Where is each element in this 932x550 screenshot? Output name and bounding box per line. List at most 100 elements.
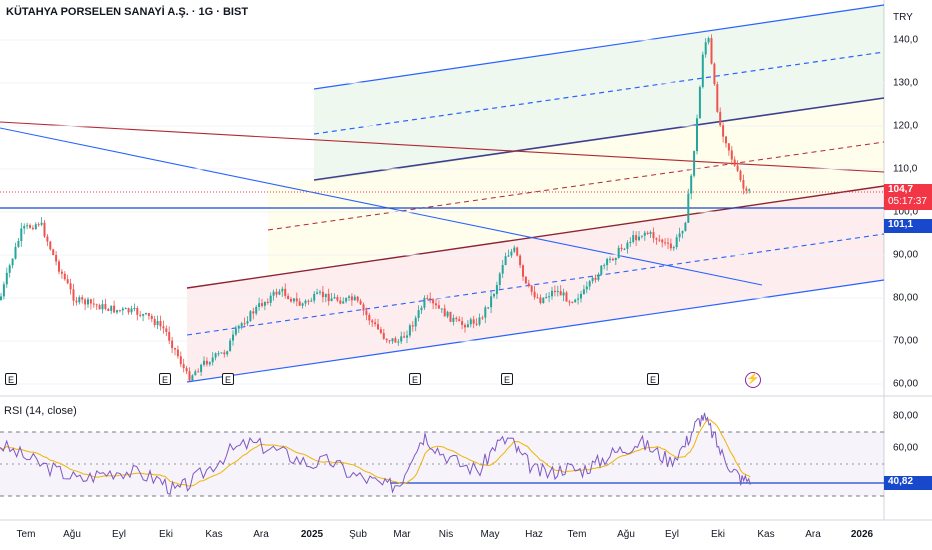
candle-body	[620, 247, 623, 250]
candle-body	[585, 286, 588, 290]
earnings-marker[interactable]: E	[5, 373, 17, 385]
candle-body	[107, 308, 110, 311]
channel-lower-dashed-line	[186, 233, 885, 336]
time-tick-label: Mar	[393, 529, 411, 540]
candle-body	[495, 284, 498, 295]
candle-body	[524, 276, 527, 284]
candle-body	[556, 291, 559, 293]
candle-body	[719, 111, 722, 126]
candle-body	[449, 311, 452, 322]
earnings-marker[interactable]: E	[409, 373, 421, 385]
candle-body	[165, 328, 168, 332]
earnings-marker[interactable]: E	[647, 373, 659, 385]
price-tick-label: 60,00	[893, 378, 919, 390]
candle-body	[316, 292, 319, 294]
candle-body	[591, 277, 594, 282]
time-tick-label: Şub	[349, 529, 367, 540]
candle-body	[446, 311, 449, 317]
candle-body	[95, 304, 98, 306]
candle-body	[466, 324, 469, 328]
candle-body	[493, 294, 495, 297]
candle-body	[382, 333, 385, 339]
candle-body	[385, 338, 388, 341]
candle-body	[603, 264, 606, 266]
time-tick-label: Eki	[159, 529, 173, 540]
candle-body	[667, 242, 669, 244]
time-tick-label: Kas	[757, 529, 775, 540]
earnings-marker[interactable]: E	[159, 373, 171, 385]
candle-body	[725, 136, 727, 144]
candle-body	[266, 302, 269, 304]
candle-body	[234, 328, 237, 335]
candle-body	[687, 193, 690, 223]
candle-body	[52, 249, 55, 256]
candle-body	[339, 300, 342, 304]
candle-body	[417, 310, 420, 318]
currency-label[interactable]: TRY	[893, 12, 913, 23]
candle-body	[658, 239, 661, 241]
candle-body	[17, 240, 20, 247]
price-tick-label: 130,0	[893, 77, 919, 89]
candle-body	[55, 255, 58, 262]
candle-body	[458, 319, 461, 322]
candle-body	[104, 304, 107, 309]
time-tick-label: Ağu	[617, 529, 635, 540]
channel-lower-upper-line	[186, 185, 885, 289]
candle-body	[368, 314, 371, 321]
candle-body	[63, 273, 66, 280]
candle-body	[713, 63, 716, 85]
candle-body	[333, 297, 336, 299]
candle-body	[594, 277, 597, 280]
time-tick-label: Ara	[253, 529, 269, 540]
candle-body	[652, 232, 655, 239]
candle-body	[292, 298, 295, 302]
candle-body	[298, 301, 301, 306]
candle-body	[127, 308, 130, 313]
earnings-marker[interactable]: E	[222, 373, 234, 385]
candle-body	[640, 235, 643, 237]
candle-body	[664, 242, 667, 244]
candle-body	[113, 305, 116, 313]
candle-body	[229, 340, 232, 352]
candle-body	[545, 296, 548, 298]
candle-body	[58, 261, 60, 272]
lightning-icon[interactable]: ⚡	[745, 372, 761, 388]
candle-body	[426, 297, 429, 299]
candle-body	[0, 296, 2, 300]
price-tick-label: 70,00	[893, 335, 919, 347]
candle-body	[498, 273, 501, 285]
candle-body	[75, 300, 78, 303]
candle-body	[455, 317, 458, 320]
last-price-value: 104,7	[888, 184, 914, 195]
candle-body	[313, 293, 316, 301]
candle-body	[136, 308, 139, 315]
candle-body	[638, 236, 640, 241]
earnings-marker[interactable]: E	[501, 373, 513, 385]
price-tick-label: 80,00	[893, 292, 919, 304]
candle-body	[353, 296, 356, 301]
candle-body	[649, 232, 652, 234]
last-price-tag: 104,7 05:17:37	[884, 184, 932, 210]
candle-body	[617, 247, 620, 258]
candle-body	[365, 310, 368, 315]
candle-body	[237, 325, 240, 329]
candle-body	[278, 291, 281, 295]
candle-body	[66, 279, 69, 284]
candle-body	[281, 288, 284, 292]
rsi-indicator-label[interactable]: RSI (14, close)	[4, 405, 77, 417]
candle-body	[43, 222, 46, 237]
candle-body	[536, 297, 539, 299]
candle-body	[348, 296, 350, 298]
channel-mid-line	[313, 97, 885, 181]
candle-body	[252, 311, 255, 314]
candle-body	[34, 224, 37, 230]
candle-body	[272, 291, 275, 296]
candle-body	[87, 299, 89, 305]
upper-channel-fill	[314, 5, 884, 182]
candle-body	[429, 298, 432, 300]
candle-body	[730, 150, 733, 160]
candle-body	[118, 310, 121, 312]
candle-body	[507, 255, 510, 257]
